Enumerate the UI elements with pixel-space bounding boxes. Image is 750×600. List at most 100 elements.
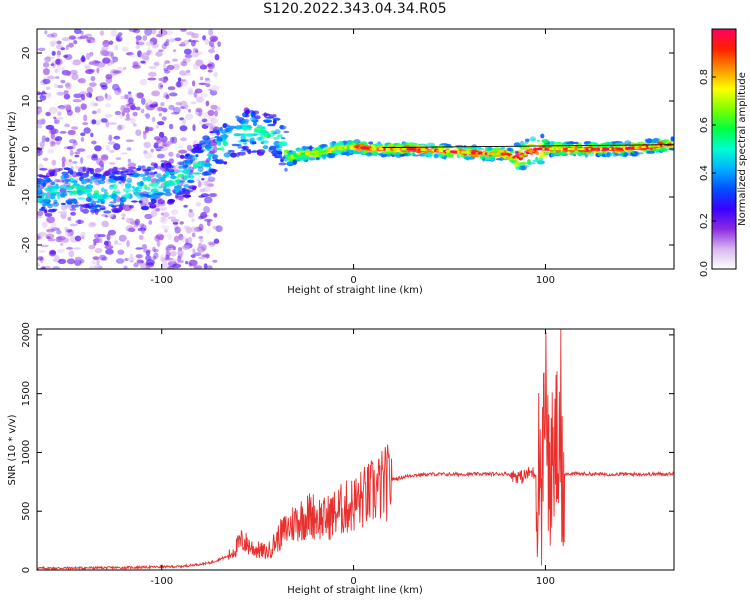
spectrogram-blob bbox=[208, 29, 214, 36]
spectrogram-blob bbox=[80, 56, 86, 63]
spectrogram-blob bbox=[99, 237, 103, 244]
spectrogram-blob bbox=[144, 126, 149, 134]
spectrogram-blob bbox=[204, 218, 213, 222]
spectrogram-blob bbox=[85, 33, 92, 37]
spectrogram-blob bbox=[144, 213, 153, 220]
spectrogram-blob bbox=[287, 161, 293, 165]
spectrogram-blob bbox=[112, 56, 119, 63]
spectrogram-blob bbox=[49, 193, 53, 199]
spectrogram-blob bbox=[96, 67, 100, 74]
spectrogram-blob bbox=[155, 173, 162, 178]
spectrogram-blob bbox=[291, 152, 297, 156]
spectrogram-blob bbox=[82, 208, 89, 214]
spectrogram-blob bbox=[156, 106, 162, 112]
spectrogram-blob bbox=[158, 49, 164, 52]
spectrogram-blob bbox=[105, 74, 113, 80]
spectrogram-blob bbox=[136, 259, 144, 264]
spectrogram-blob bbox=[140, 196, 149, 205]
spectrogram-blob bbox=[206, 153, 215, 157]
spectrogram-blob bbox=[165, 170, 170, 177]
spectrogram-blob bbox=[102, 195, 107, 200]
spectrogram-blob bbox=[125, 191, 129, 197]
spectrogram-blob bbox=[143, 132, 147, 140]
colorbar-tick-label: 0.0 bbox=[699, 261, 710, 277]
spectrogram-blob bbox=[207, 183, 214, 187]
spectrogram-blob bbox=[64, 178, 72, 182]
spectrogram-blob bbox=[269, 145, 277, 151]
spectrogram-blob bbox=[222, 134, 228, 140]
spectrogram-blob bbox=[145, 191, 152, 195]
spectrogram-blob bbox=[61, 210, 68, 216]
spectrogram-blob bbox=[140, 108, 145, 114]
spectrogram-blob bbox=[186, 69, 191, 73]
spectrogram-blob bbox=[176, 192, 183, 196]
spectrogram-blob bbox=[158, 112, 163, 117]
spectrogram-blob bbox=[92, 173, 102, 177]
spectrogram-blob bbox=[67, 129, 76, 136]
spectrogram-blob bbox=[125, 183, 128, 188]
spectrogram-blob bbox=[183, 184, 190, 188]
spectrogram-blob bbox=[186, 162, 193, 165]
spectrogram-blob bbox=[179, 259, 184, 264]
spectrogram-blob bbox=[104, 240, 109, 246]
spectrogram-blob bbox=[77, 219, 82, 225]
spectrogram-blob bbox=[63, 104, 72, 109]
spectrogram-blob bbox=[117, 32, 123, 37]
spectrogram-blob bbox=[144, 170, 150, 176]
spectrogram-blob bbox=[126, 113, 130, 120]
spectrogram-blob bbox=[164, 41, 169, 47]
spectrogram-blob bbox=[288, 151, 293, 155]
spectrogram-blob bbox=[190, 226, 198, 233]
spectrogram-blob bbox=[141, 244, 148, 250]
spectrogram-blob bbox=[147, 77, 157, 81]
spectrogram-blob bbox=[550, 142, 555, 145]
spectrogram-blob bbox=[43, 157, 49, 161]
spectrogram-blob bbox=[212, 159, 220, 162]
spectrogram-blob bbox=[251, 141, 257, 145]
spectrogram-blob bbox=[213, 213, 218, 218]
spectrogram-blob bbox=[138, 235, 144, 240]
y-tick-label: 20 bbox=[21, 47, 32, 60]
spectrogram-blob bbox=[168, 123, 174, 130]
spectrogram-blob bbox=[71, 180, 79, 184]
spectrogram-blob bbox=[45, 137, 50, 143]
spectrogram-blob bbox=[74, 178, 80, 181]
spectrogram-blob bbox=[193, 147, 202, 151]
spectrogram-blob bbox=[172, 263, 182, 269]
spectrogram-blob bbox=[61, 161, 65, 168]
spectrogram-blob bbox=[191, 232, 196, 238]
spectrogram-blob bbox=[69, 208, 77, 211]
spectrogram-blob bbox=[207, 115, 216, 123]
spectrogram-blob bbox=[145, 113, 151, 119]
spectrogram-blob bbox=[135, 35, 142, 41]
spectrogram-blob bbox=[223, 161, 228, 165]
spectrogram-blob bbox=[37, 47, 46, 52]
spectrogram-blob bbox=[539, 154, 545, 158]
y-tick-label: 10 bbox=[21, 95, 32, 108]
spectrogram-blob bbox=[188, 211, 195, 218]
spectrogram-blob bbox=[244, 114, 250, 118]
spectrogram-blob bbox=[167, 86, 176, 91]
spectrogram-blob bbox=[272, 114, 277, 118]
spectrogram-blob bbox=[573, 154, 577, 157]
spectrogram-blob bbox=[295, 148, 301, 151]
spectrogram-blob bbox=[231, 143, 240, 147]
spectrogram-blob bbox=[41, 221, 48, 228]
spectrogram-blob bbox=[277, 134, 283, 138]
spectrogram-blob bbox=[43, 179, 53, 183]
spectrogram-blob bbox=[41, 118, 46, 125]
spectrogram-blob bbox=[463, 156, 470, 160]
spectrogram-blob bbox=[624, 140, 632, 146]
spectrogram-blob bbox=[265, 116, 274, 119]
spectrogram-blob bbox=[73, 93, 83, 99]
spectrogram-blob bbox=[145, 250, 151, 257]
spectrogram-blob bbox=[140, 60, 146, 64]
spectrogram-blob bbox=[284, 167, 288, 172]
spectrogram-blob bbox=[213, 71, 218, 78]
spectrogram-blob bbox=[245, 138, 252, 142]
spectrogram-blob bbox=[108, 229, 116, 236]
spectrogram-blob bbox=[45, 124, 55, 130]
spectrogram-blob bbox=[136, 92, 144, 99]
spectrogram-blob bbox=[201, 171, 210, 176]
spectrogram-blob bbox=[126, 217, 134, 224]
